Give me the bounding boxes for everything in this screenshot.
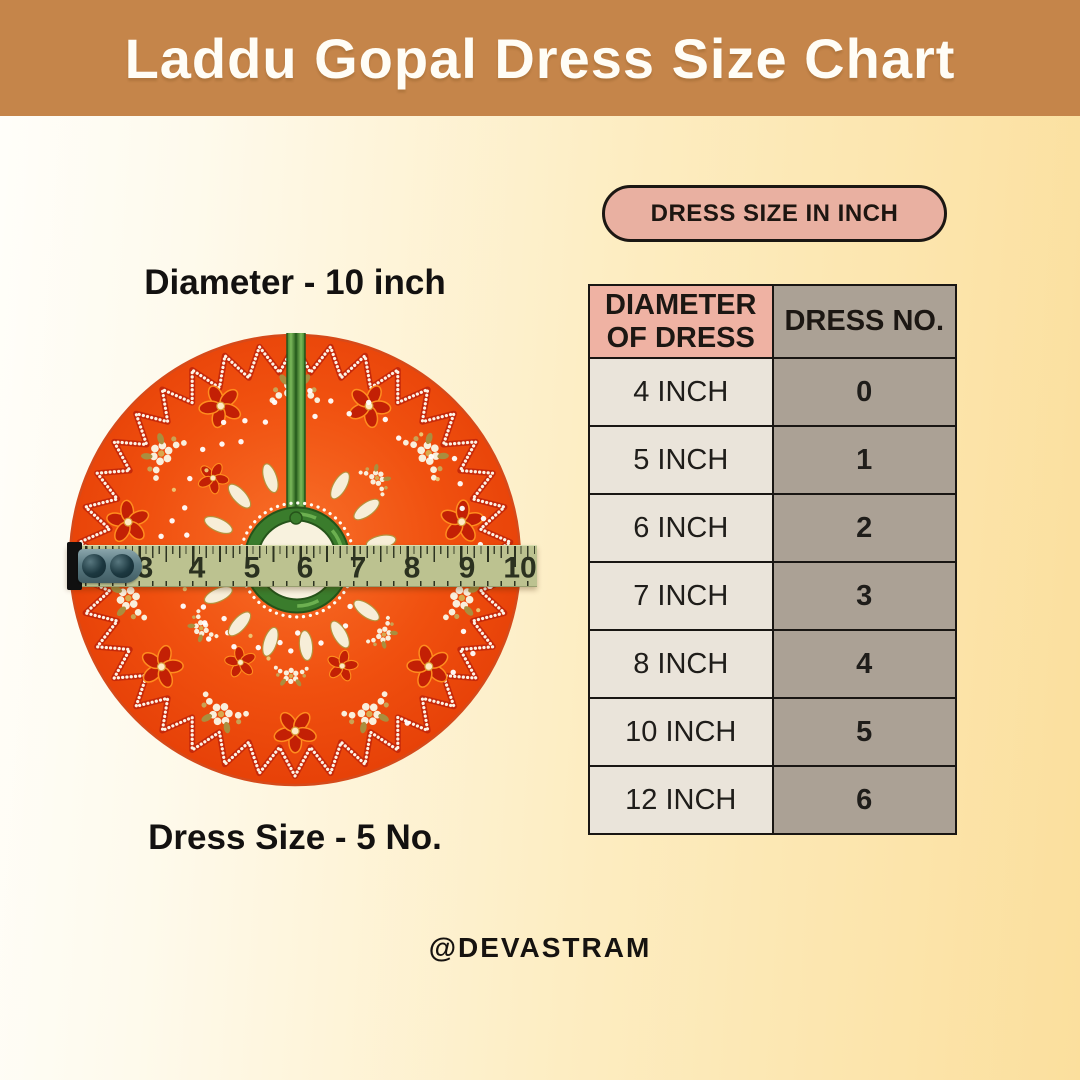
table-row: 8 INCH 4 [588,629,957,699]
ruler-number: 8 [403,551,421,585]
table-row: 12 INCH 6 [588,765,957,835]
ruler-number: 4 [188,551,206,585]
table-header-row: DIAMETER OF DRESS DRESS NO. [588,284,957,359]
dress-no-cell: 3 [771,561,957,631]
measuring-tape: 3 4 5 6 7 8 9 10 [67,542,537,590]
clip-rivet-icon [82,554,106,578]
size-chart-table: DIAMETER OF DRESS DRESS NO. 4 INCH 0 5 I… [588,284,957,835]
dress-no-cell: 6 [771,765,957,835]
diameter-label: Diameter - 10 inch [144,263,446,302]
table-row: 10 INCH 5 [588,697,957,767]
ruler-number: 9 [458,551,476,585]
dress-no-cell: 0 [771,357,957,427]
col-header-dress-no: DRESS NO. [771,284,957,359]
header-banner: Laddu Gopal Dress Size Chart [0,0,1080,116]
dress-size-badge: DRESS SIZE IN INCH [602,185,947,242]
tape-clip-icon [78,549,142,583]
dress-no-cell: 2 [771,493,957,563]
ruler-number: 5 [243,551,261,585]
diameter-cell: 12 INCH [588,765,774,835]
ruler-number: 6 [296,551,314,585]
table-row: 5 INCH 1 [588,425,957,495]
diameter-cell: 5 INCH [588,425,774,495]
dress-size-label: Dress Size - 5 No. [148,818,442,857]
page-title: Laddu Gopal Dress Size Chart [124,26,956,90]
badge-label: DRESS SIZE IN INCH [650,199,899,227]
dress-no-cell: 1 [771,425,957,495]
ruler-number: 7 [349,551,367,585]
table-row: 7 INCH 3 [588,561,957,631]
table-row: 4 INCH 0 [588,357,957,427]
diameter-cell: 6 INCH [588,493,774,563]
col-header-diameter: DIAMETER OF DRESS [588,284,774,359]
diameter-cell: 4 INCH [588,357,774,427]
diameter-cell: 7 INCH [588,561,774,631]
dress-no-cell: 5 [771,697,957,767]
clip-rivet-icon [110,554,134,578]
dress-no-cell: 4 [771,629,957,699]
table-row: 6 INCH 2 [588,493,957,563]
ruler-number: 10 [503,551,537,585]
diameter-cell: 8 INCH [588,629,774,699]
diameter-cell: 10 INCH [588,697,774,767]
watermark-handle: @DEVASTRAM [428,932,652,963]
